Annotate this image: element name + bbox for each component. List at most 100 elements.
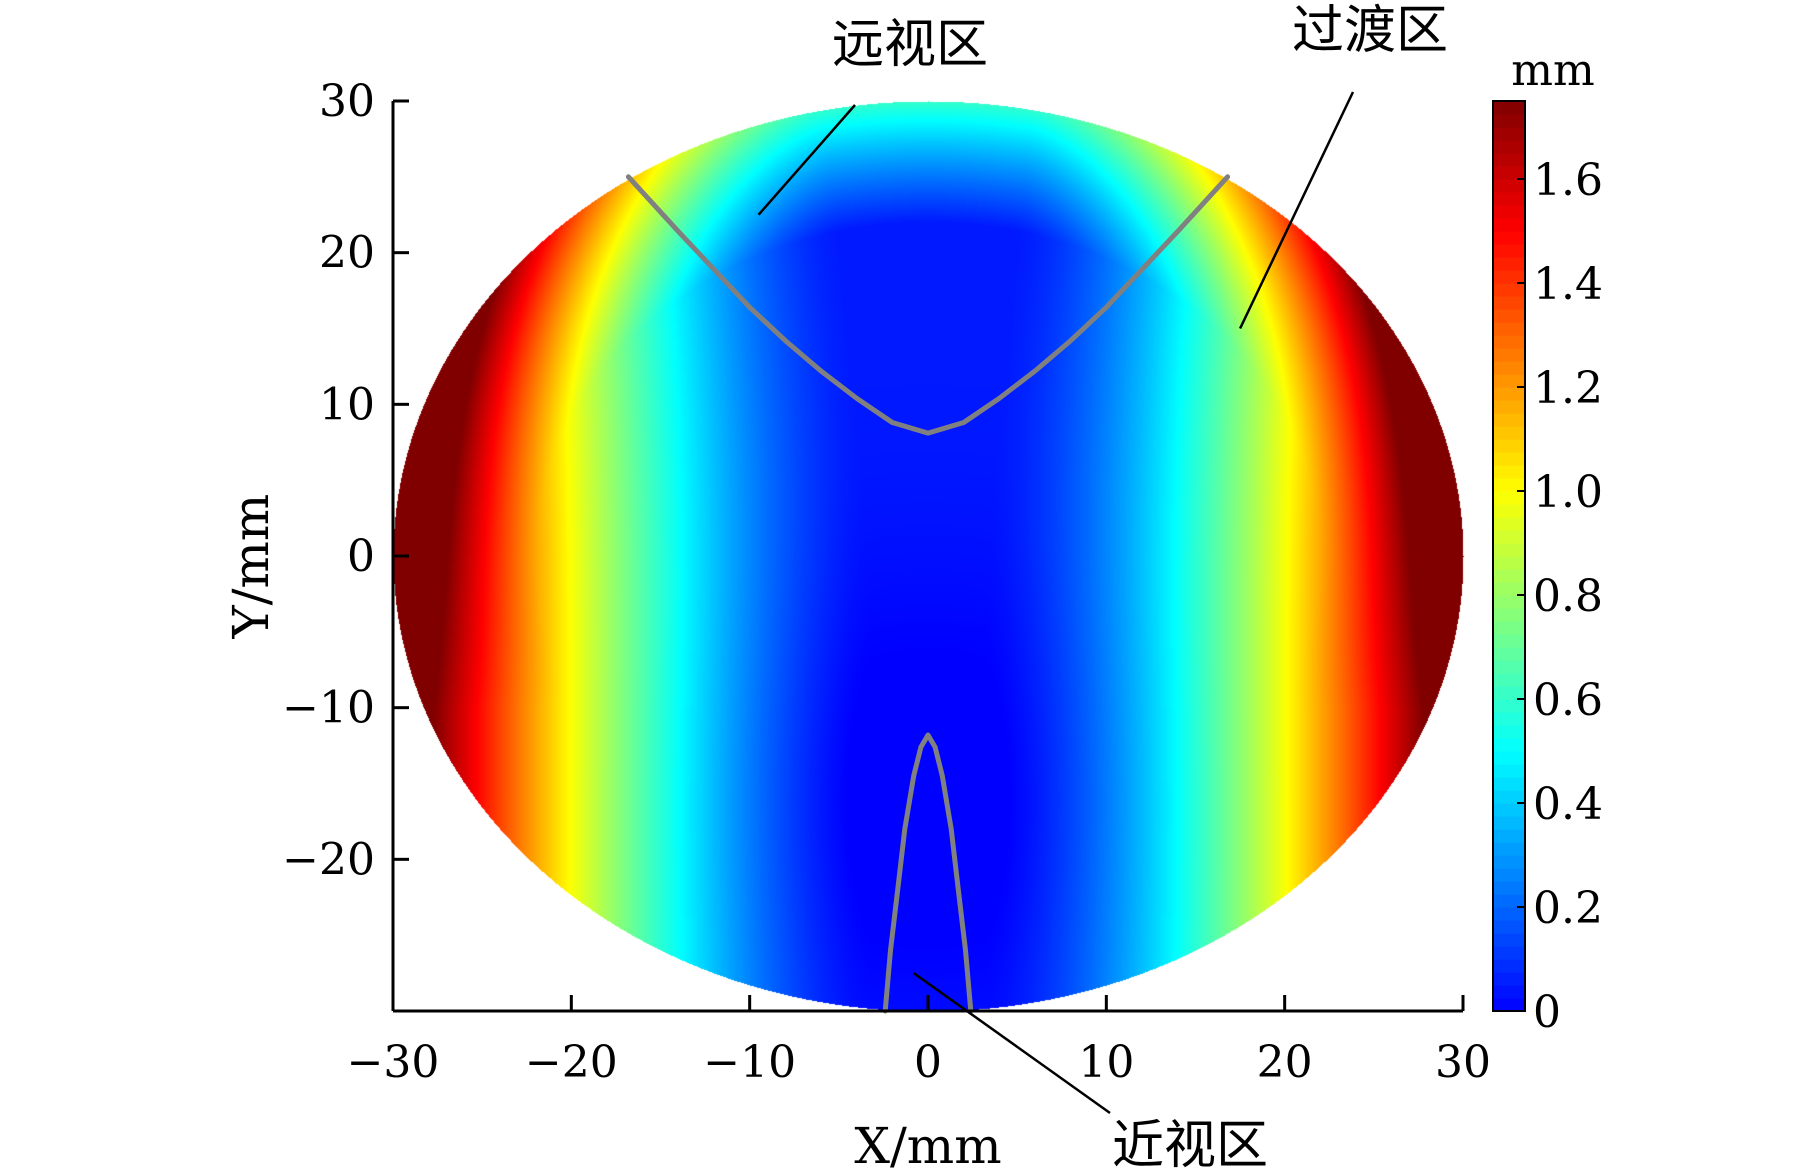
- colorbar-segment: [1493, 998, 1525, 1012]
- zone-boundaries: [625, 174, 1231, 1014]
- colorbar-segment: [1493, 764, 1525, 778]
- colorbar-segment: [1493, 348, 1525, 362]
- region-leader-line: [1238, 91, 1355, 330]
- y-tick-label: 20: [319, 228, 375, 279]
- colorbar-segment: [1493, 985, 1525, 999]
- colorbar-unit-label: mm: [1511, 45, 1594, 96]
- colorbar-segment: [1493, 855, 1525, 869]
- colorbar-segment: [1493, 426, 1525, 440]
- x-axis-label: X/mm: [854, 1117, 1001, 1174]
- x-tick-label: 20: [1257, 1037, 1313, 1088]
- colorbar-segment: [1493, 218, 1525, 232]
- y-tick-label: 10: [319, 379, 375, 430]
- colorbar-segment: [1493, 868, 1525, 882]
- colorbar-tick-label: 0.4: [1533, 779, 1603, 830]
- colorbar-segment: [1493, 166, 1525, 180]
- colorbar-segment: [1493, 231, 1525, 245]
- x-tick-label: −20: [525, 1037, 618, 1088]
- colorbar-segment: [1493, 582, 1525, 596]
- colorbar-segment: [1493, 374, 1525, 388]
- y-tick-label: 30: [319, 76, 375, 127]
- region-label: 远视区: [832, 15, 988, 75]
- colorbar-segment: [1493, 647, 1525, 661]
- colorbar-segment: [1493, 660, 1525, 674]
- colorbar-segment: [1493, 816, 1525, 830]
- colorbar-segment: [1493, 400, 1525, 414]
- region-leader-line: [757, 104, 856, 216]
- colorbar-segment: [1493, 257, 1525, 271]
- colorbar-segment: [1493, 192, 1525, 206]
- colorbar-segment: [1493, 127, 1525, 141]
- colorbar-segment: [1493, 101, 1525, 115]
- colorbar-tick-label: 0.6: [1533, 675, 1603, 726]
- colorbar-segment: [1493, 907, 1525, 921]
- colorbar-segment: [1493, 686, 1525, 700]
- colorbar-tick-label: 1.6: [1533, 155, 1603, 206]
- colorbar-segment: [1493, 881, 1525, 895]
- colorbar-segment: [1493, 114, 1525, 128]
- colorbar-segment: [1493, 179, 1525, 193]
- colorbar-segment: [1493, 634, 1525, 648]
- colorbar-segment: [1493, 673, 1525, 687]
- colorbar-tick-label: 0.8: [1533, 571, 1603, 622]
- colorbar-segment: [1493, 283, 1525, 297]
- colorbar-segment: [1493, 829, 1525, 843]
- axes: −30 −20 −10 0 10 20 30 −20 −10 0 10 20 30: [282, 76, 1491, 1088]
- colorbar-segment: [1493, 517, 1525, 531]
- colorbar-segment: [1493, 361, 1525, 375]
- colorbar-segment: [1493, 556, 1525, 570]
- colorbar-segment: [1493, 608, 1525, 622]
- y-tick-label: 0: [347, 531, 375, 582]
- colorbar-segment: [1493, 569, 1525, 583]
- colorbar-tick-label: 1.4: [1533, 259, 1603, 310]
- y-tick-label: −20: [282, 834, 375, 885]
- x-tick-label: 0: [914, 1037, 942, 1088]
- colorbar-segment: [1493, 153, 1525, 167]
- colorbar-tick-label: 1.0: [1533, 467, 1603, 518]
- colorbar-segment: [1493, 322, 1525, 336]
- colorbar-segment: [1493, 491, 1525, 505]
- colorbar-segment: [1493, 439, 1525, 453]
- colorbar-segment: [1493, 972, 1525, 986]
- y-tick-label: −10: [282, 683, 375, 734]
- far-zone-boundary: [625, 174, 1231, 436]
- colorbar-segment: [1493, 465, 1525, 479]
- colorbar-segment: [1493, 699, 1525, 713]
- colorbar-segment: [1493, 478, 1525, 492]
- colorbar-tick-label: 1.2: [1533, 363, 1603, 414]
- colorbar-segment: [1493, 933, 1525, 947]
- colorbar-segment: [1493, 530, 1525, 544]
- colorbar-segment: [1493, 309, 1525, 323]
- colorbar-segment: [1493, 803, 1525, 817]
- colorbar-segment: [1493, 894, 1525, 908]
- colorbar: 0 0.2 0.4 0.6 0.8 1.0 1.2 1.4 1.6: [1492, 100, 1603, 1038]
- near-zone-boundary: [882, 732, 974, 1014]
- colorbar-frame: [1492, 100, 1526, 1012]
- colorbar-segment: [1493, 543, 1525, 557]
- colorbar-segment: [1493, 946, 1525, 960]
- colorbar-segment: [1493, 595, 1525, 609]
- colorbar-segment: [1493, 842, 1525, 856]
- x-tick-label: −10: [703, 1037, 796, 1088]
- colorbar-tick-label: 0: [1533, 987, 1561, 1038]
- colorbar-segment: [1493, 335, 1525, 349]
- colorbar-segment: [1493, 959, 1525, 973]
- colorbar-segment: [1493, 205, 1525, 219]
- y-axis-label: Y/mm: [222, 494, 280, 640]
- colorbar-segment: [1493, 738, 1525, 752]
- colorbar-segment: [1493, 413, 1525, 427]
- x-tick-label: 10: [1078, 1037, 1134, 1088]
- colorbar-segment: [1493, 621, 1525, 635]
- colorbar-segment: [1493, 452, 1525, 466]
- region-label: 过渡区: [1292, 1, 1448, 61]
- colorbar-segment: [1493, 777, 1525, 791]
- colorbar-segment: [1493, 920, 1525, 934]
- colorbar-segment: [1493, 751, 1525, 765]
- colorbar-segment: [1493, 725, 1525, 739]
- colorbar-segment: [1493, 270, 1525, 284]
- colorbar-tick-label: 0.2: [1533, 883, 1603, 934]
- colorbar-segment: [1493, 712, 1525, 726]
